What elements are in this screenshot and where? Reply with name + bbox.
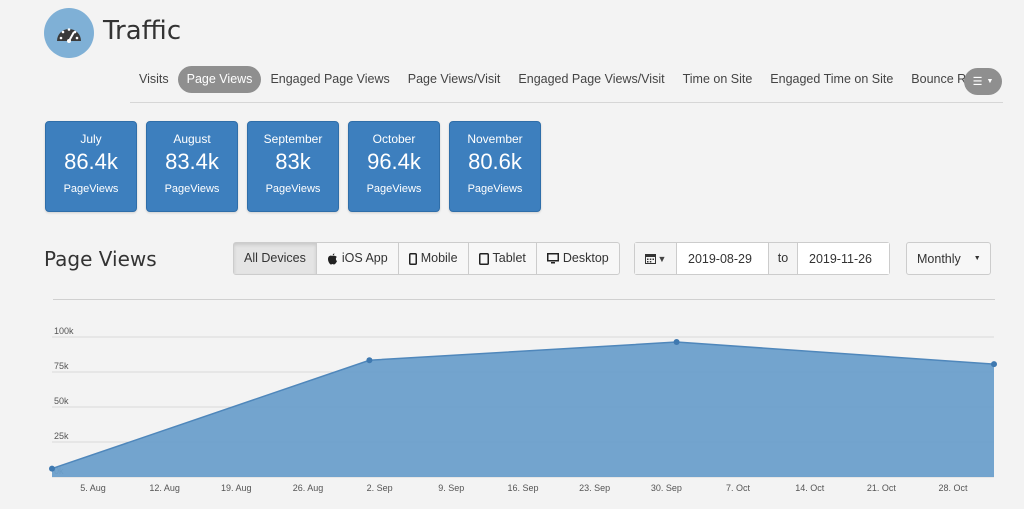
metric-tabs: Visits Page Views Engaged Page Views Pag… [130, 66, 1003, 103]
x-tick-label: 28. Oct [939, 483, 969, 493]
speedometer-icon [57, 28, 81, 43]
card-unit: PageViews [265, 183, 321, 195]
mobile-button[interactable]: Mobile [399, 243, 469, 274]
summary-card[interactable]: September 83k PageViews [247, 121, 339, 212]
section-title: Page Views [44, 247, 157, 271]
ios-app-button[interactable]: iOS App [317, 243, 399, 274]
device-label: Desktop [562, 251, 609, 265]
desktop-button[interactable]: Desktop [537, 243, 619, 274]
mobile-icon [408, 252, 417, 265]
all-devices-button[interactable]: All Devices [234, 243, 317, 274]
card-unit: PageViews [164, 183, 220, 195]
tablet-button[interactable]: Tablet [469, 243, 537, 274]
data-point [49, 465, 55, 472]
x-tick-label: 21. Oct [867, 483, 897, 493]
summary-card[interactable]: October 96.4k PageViews [348, 121, 440, 212]
card-value: 86.4k [64, 149, 118, 174]
card-month: October [372, 132, 416, 146]
x-tick-label: 26. Aug [293, 483, 324, 493]
device-label: All Devices [244, 251, 306, 265]
card-value: 83.4k [165, 149, 219, 174]
apple-icon [327, 252, 337, 264]
device-label: iOS App [341, 251, 388, 265]
card-value: 80.6k [468, 149, 522, 174]
tablet-icon [478, 252, 489, 265]
x-tick-label: 30. Sep [651, 483, 682, 493]
period-label: Monthly [917, 251, 961, 266]
end-date-input[interactable] [798, 243, 889, 274]
x-tick-label: 9. Sep [438, 483, 464, 493]
x-tick-label: 2. Sep [367, 483, 393, 493]
x-tick-label: 19. Aug [221, 483, 252, 493]
caret-down-icon: ▼ [657, 253, 667, 264]
card-unit: PageViews [366, 183, 422, 195]
x-tick-label: 16. Sep [507, 483, 538, 493]
device-label: Mobile [420, 251, 458, 265]
date-range-picker: ▼ to [634, 242, 890, 275]
caret-down-icon: ▼ [973, 255, 981, 262]
tab-engaged-time-on-site[interactable]: Engaged Time on Site [770, 72, 894, 86]
x-tick-label: 7. Oct [726, 483, 751, 493]
x-tick-label: 5. Aug [80, 483, 106, 493]
y-tick-label: 75k [54, 361, 69, 371]
calendar-button[interactable]: ▼ [635, 243, 677, 274]
data-point [673, 339, 680, 346]
summary-card[interactable]: August 83.4k PageViews [146, 121, 238, 212]
hamburger-icon: ☰ [972, 76, 983, 88]
y-tick-label: 50k [54, 396, 69, 406]
start-date-input[interactable] [677, 243, 768, 274]
card-value: 96.4k [367, 149, 421, 174]
tab-page-views-per-visit[interactable]: Page Views/Visit [407, 72, 501, 86]
tab-page-views[interactable]: Page Views [177, 66, 262, 93]
desktop-icon [546, 253, 559, 264]
summary-card[interactable]: July 86.4k PageViews [45, 121, 137, 212]
card-month: September [263, 132, 323, 146]
to-label: to [768, 243, 798, 274]
card-month: November [467, 132, 523, 146]
chart-divider [53, 299, 995, 300]
card-value: 83k [275, 149, 311, 174]
data-point [991, 361, 997, 368]
card-unit: PageViews [467, 183, 523, 195]
caret-down-icon: ▼ [986, 78, 994, 85]
summary-cards: July 86.4k PageViews August 83.4k PageVi… [45, 121, 541, 212]
device-label: Tablet [492, 251, 526, 265]
x-tick-label: 12. Aug [149, 483, 180, 493]
tab-time-on-site[interactable]: Time on Site [682, 72, 753, 86]
page-title: Traffic [103, 16, 182, 46]
data-point [366, 357, 373, 364]
card-unit: PageViews [63, 183, 119, 195]
period-dropdown[interactable]: Monthly ▼ [906, 242, 991, 275]
menu-button[interactable]: ☰ ▼ [964, 68, 1002, 95]
y-tick-label: 100k [54, 326, 74, 336]
x-tick-label: 23. Sep [579, 483, 610, 493]
card-month: August [173, 132, 211, 146]
device-filter-group: All Devices iOS App Mobile Tablet Deskto… [233, 242, 620, 275]
tab-visits[interactable]: Visits [139, 72, 169, 86]
summary-card[interactable]: November 80.6k PageViews [449, 121, 541, 212]
series-area [52, 342, 994, 477]
tab-engaged-page-views-per-visit[interactable]: Engaged Page Views/Visit [518, 72, 665, 86]
x-tick-label: 14. Oct [795, 483, 825, 493]
series-line [51, 341, 995, 470]
header-icon [44, 8, 94, 58]
card-month: July [80, 132, 102, 146]
calendar-icon [644, 254, 656, 264]
tab-engaged-page-views[interactable]: Engaged Page Views [270, 72, 390, 86]
y-tick-label: 25k [54, 431, 69, 441]
